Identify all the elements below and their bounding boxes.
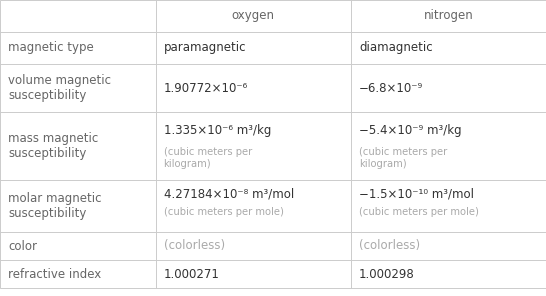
Text: molar magnetic
susceptibility: molar magnetic susceptibility xyxy=(8,192,102,220)
Text: oxygen: oxygen xyxy=(232,9,275,22)
Text: (cubic meters per mole): (cubic meters per mole) xyxy=(164,207,283,217)
Text: 1.000298: 1.000298 xyxy=(359,268,415,281)
Text: (cubic meters per
kilogram): (cubic meters per kilogram) xyxy=(359,147,447,169)
Text: 1.335×10⁻⁶ m³/kg: 1.335×10⁻⁶ m³/kg xyxy=(164,124,271,137)
Text: 1.90772×10⁻⁶: 1.90772×10⁻⁶ xyxy=(164,81,248,94)
Text: paramagnetic: paramagnetic xyxy=(164,41,246,54)
Text: −6.8×10⁻⁹: −6.8×10⁻⁹ xyxy=(359,81,423,94)
Text: volume magnetic
susceptibility: volume magnetic susceptibility xyxy=(8,74,111,102)
Text: (colorless): (colorless) xyxy=(359,239,420,252)
Text: 4.27184×10⁻⁸ m³/mol: 4.27184×10⁻⁸ m³/mol xyxy=(164,188,294,201)
Text: magnetic type: magnetic type xyxy=(8,41,94,54)
Text: (colorless): (colorless) xyxy=(164,239,225,252)
Text: (cubic meters per mole): (cubic meters per mole) xyxy=(359,207,479,217)
Text: −1.5×10⁻¹⁰ m³/mol: −1.5×10⁻¹⁰ m³/mol xyxy=(359,188,474,201)
Text: −5.4×10⁻⁹ m³/kg: −5.4×10⁻⁹ m³/kg xyxy=(359,124,462,137)
Text: (cubic meters per
kilogram): (cubic meters per kilogram) xyxy=(164,147,252,169)
Text: nitrogen: nitrogen xyxy=(424,9,473,22)
Text: 1.000271: 1.000271 xyxy=(164,268,219,281)
Text: diamagnetic: diamagnetic xyxy=(359,41,432,54)
Text: refractive index: refractive index xyxy=(8,268,101,281)
Text: mass magnetic
susceptibility: mass magnetic susceptibility xyxy=(8,132,98,160)
Text: color: color xyxy=(8,239,37,252)
